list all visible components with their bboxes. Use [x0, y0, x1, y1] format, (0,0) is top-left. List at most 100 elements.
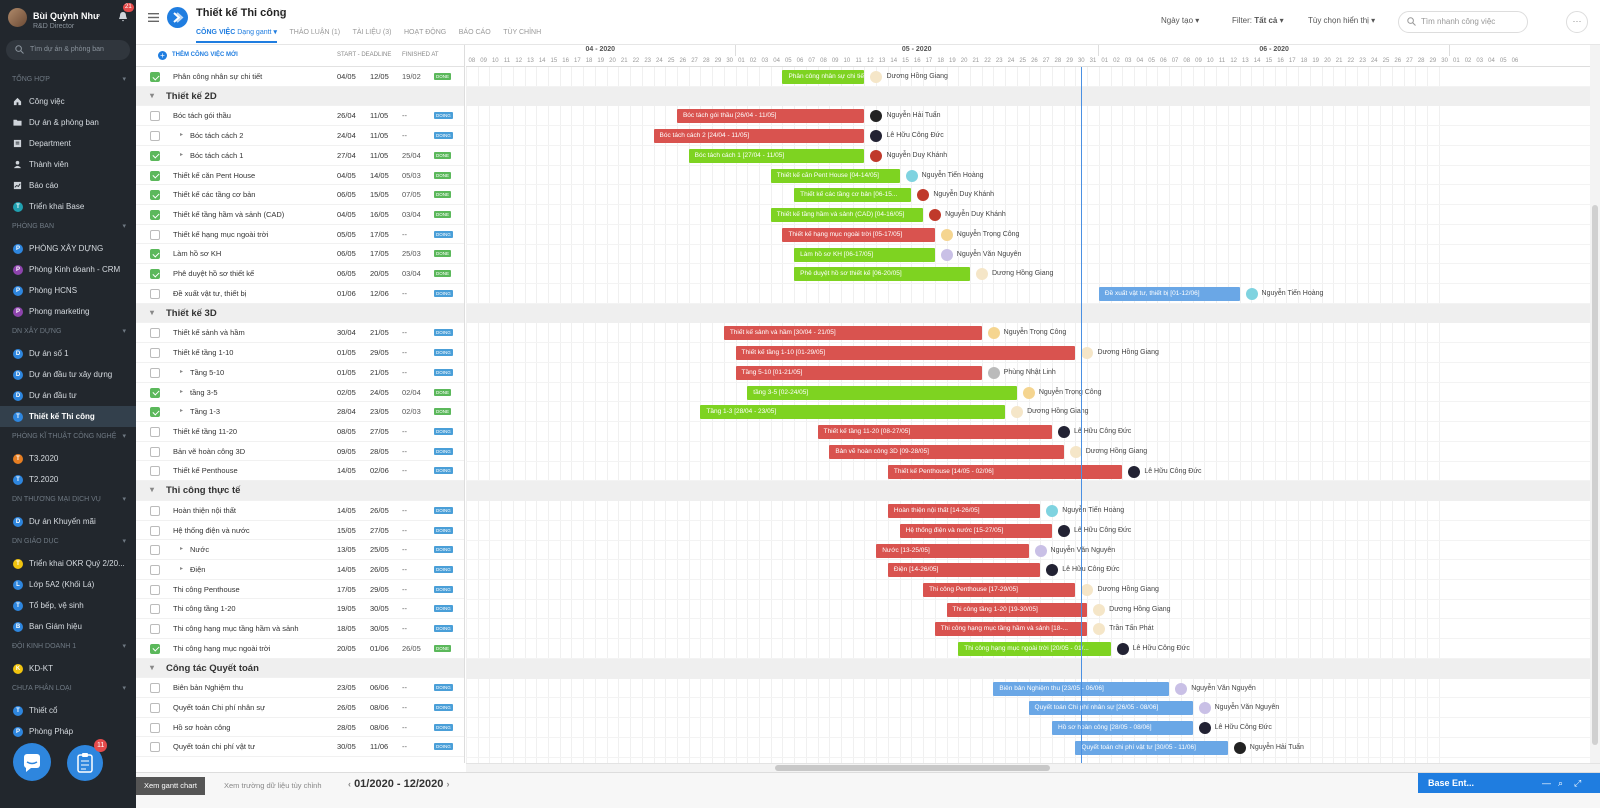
chevron-down-icon[interactable]: ▾: [150, 307, 155, 317]
task-name[interactable]: Quyết toán Chi phí nhân sự: [173, 703, 266, 712]
gantt-bar[interactable]: Hồ sơ hoàn công [28/05 - 08/06]: [1052, 721, 1193, 736]
task-name[interactable]: Thi công tầng 1-20: [173, 604, 236, 614]
user-profile[interactable]: Bùi Quỳnh Như R&D Director 21: [0, 0, 136, 38]
task-checkbox[interactable]: [150, 249, 160, 260]
table-row[interactable]: ▸ tầng 3-5 02/05 24/05 02/04 Done: [136, 383, 464, 403]
sidebar-search-input[interactable]: Tìm dự án & phòng ban: [6, 40, 130, 60]
sidebar-section-title[interactable]: DN thương mại dịch vụ: [0, 490, 136, 511]
gantt-bar[interactable]: tầng 3-5 [02-24/05]: [747, 385, 1017, 400]
chevron-right-icon[interactable]: ▸: [180, 151, 184, 158]
gantt-bar[interactable]: Thi công hạng mục tầng hầm và sảnh [18-.…: [934, 622, 1088, 637]
status-badge[interactable]: Doing: [434, 743, 453, 751]
task-name[interactable]: Quyết toán chi phí vật tư: [173, 742, 256, 752]
status-badge[interactable]: Doing: [434, 230, 453, 238]
bell-icon[interactable]: [118, 11, 128, 22]
task-checkbox[interactable]: [150, 584, 160, 595]
menu-icon[interactable]: [148, 13, 159, 22]
sidebar-section-title[interactable]: Tổng hợp: [0, 70, 136, 91]
status-badge[interactable]: Done: [434, 151, 452, 159]
table-row[interactable]: Thiết kế các tầng cơ bản 06/05 15/05 07/05 D…: [136, 185, 464, 206]
gantt-bar[interactable]: Thiết kế căn Pent House [04-14/05]: [770, 168, 900, 183]
sidebar-section-title[interactable]: Đội kinh doanh 1: [0, 637, 136, 658]
table-row[interactable]: Hệ thống điện và nước 15/05 27/05 -- Doing: [136, 521, 464, 541]
chevron-right-icon[interactable]: ▸: [180, 388, 184, 395]
status-badge[interactable]: Doing: [434, 132, 453, 140]
status-badge[interactable]: Done: [434, 644, 452, 652]
expand-icon[interactable]: ⤢: [1574, 778, 1582, 788]
task-checkbox[interactable]: [150, 683, 160, 694]
table-row[interactable]: Thiết kế Penthouse 14/05 02/06 -- Doing: [136, 461, 464, 482]
task-checkbox[interactable]: [150, 742, 160, 753]
task-checkbox[interactable]: [150, 170, 160, 181]
table-row[interactable]: ▸ Tầng 1-3 28/04 23/05 02/03 Done: [136, 402, 464, 422]
status-badge[interactable]: Done: [434, 191, 452, 199]
table-row[interactable]: Thiết kế tầng hầm và sảnh (CAD) 04/05 16/0…: [136, 205, 464, 225]
task-checkbox[interactable]: [150, 387, 160, 398]
status-badge[interactable]: Doing: [434, 506, 453, 514]
task-checkbox[interactable]: [150, 348, 160, 359]
status-badge[interactable]: Doing: [434, 427, 453, 435]
gantt-bar[interactable]: Điện [14-26/05]: [887, 563, 1041, 578]
vertical-scrollbar[interactable]: [1590, 45, 1600, 763]
task-name[interactable]: Thi công hạng mục ngoài trời: [173, 643, 271, 653]
status-badge[interactable]: Doing: [434, 112, 453, 120]
table-row[interactable]: ▸ Nước 13/05 25/05 -- Doing: [136, 540, 464, 560]
task-name[interactable]: Phê duyệt hồ sơ thiết kế: [173, 269, 255, 279]
task-checkbox[interactable]: [150, 446, 160, 457]
task-name[interactable]: Thi công Penthouse: [173, 584, 240, 594]
gantt-bar[interactable]: Nước [13-25/05]: [876, 543, 1029, 558]
sidebar-item[interactable]: Department: [0, 133, 136, 154]
status-badge[interactable]: Done: [434, 73, 452, 80]
task-name[interactable]: Thiết kế các tầng cơ bản: [173, 190, 256, 200]
filter-dropdown[interactable]: Filter: Tất cả ▾: [1232, 16, 1284, 25]
gantt-bar[interactable]: Tầng 1-3 [28/04 - 23/05]: [700, 405, 1006, 420]
task-name[interactable]: Tầng 5-10: [190, 367, 225, 377]
table-row[interactable]: Hồ sơ hoàn công 28/05 08/06 -- Doing: [136, 718, 464, 738]
tab-gantt-chart[interactable]: Xem gantt chart: [136, 777, 205, 795]
tab-hoat-dong[interactable]: Hoạt động: [403, 29, 447, 36]
task-checkbox[interactable]: [150, 72, 160, 82]
sidebar-item[interactable]: P Phòng Kinh doanh - CRM: [0, 259, 136, 280]
status-badge[interactable]: Done: [434, 211, 452, 219]
base-ent-widget[interactable]: Base Ent... — ⌕ ⤢: [1418, 773, 1600, 793]
table-row[interactable]: Thiết kế tầng 1-10 01/05 29/05 -- Doing: [136, 343, 464, 363]
status-badge[interactable]: Doing: [434, 467, 453, 475]
vertical-scroll-thumb[interactable]: [1592, 205, 1598, 745]
gantt-bar[interactable]: Phân công nhân sự chi tiết [...: [782, 70, 865, 84]
task-checkbox[interactable]: [150, 722, 160, 733]
sidebar-item[interactable]: Thành viên: [0, 154, 136, 175]
status-badge[interactable]: Done: [434, 250, 452, 258]
table-row[interactable]: Bóc tách gói thầu 26/04 11/05 -- Doing: [136, 106, 464, 127]
gantt-bar[interactable]: Thiết kế hạng mục ngoài trời [05-17/05]: [782, 227, 935, 242]
task-name[interactable]: Biên bản Nghiệm thu: [173, 683, 244, 693]
gantt-bar[interactable]: Tầng 5-10 [01-21/05]: [735, 365, 982, 380]
gantt-bar[interactable]: Thiết kế Penthouse [14/05 - 02/06]: [887, 464, 1123, 479]
task-checkbox[interactable]: [150, 426, 160, 437]
task-name[interactable]: Thiết kế hạng mục ngoài trời: [173, 229, 269, 239]
task-name[interactable]: Nước: [190, 545, 210, 555]
table-row[interactable]: Phân công nhân sự chi tiết 04/05 12/05 19/0…: [136, 67, 464, 87]
sidebar-section-title[interactable]: DN giáo dục: [0, 532, 136, 553]
sidebar-item[interactable]: P Phòng HCNS: [0, 280, 136, 301]
chevron-left-icon[interactable]: ‹: [348, 779, 351, 789]
status-badge[interactable]: Doing: [434, 546, 453, 554]
chevron-right-icon[interactable]: ▸: [180, 565, 184, 572]
table-row[interactable]: Hoàn thiện nội thất 14/05 26/05 -- Doing: [136, 501, 464, 521]
sidebar-item[interactable]: T T2.2020: [0, 469, 136, 490]
sidebar-item[interactable]: T Triển khai Base: [0, 196, 136, 217]
task-checkbox[interactable]: [150, 229, 160, 240]
task-checkbox[interactable]: [150, 643, 160, 654]
task-checkbox[interactable]: [150, 604, 160, 615]
gantt-bar[interactable]: Bản vẽ hoàn công 3D [09-28/05]: [829, 444, 1064, 459]
status-badge[interactable]: Doing: [434, 565, 453, 573]
task-checkbox[interactable]: [150, 525, 160, 536]
task-group-row[interactable]: ▾ Thi công thực tế: [136, 481, 464, 501]
sidebar-item[interactable]: P Phong marketing: [0, 301, 136, 322]
sidebar-item[interactable]: T Triển khai OKR Quý 2/20...: [0, 553, 136, 574]
task-checkbox[interactable]: [150, 210, 160, 221]
more-options-button[interactable]: ···: [1566, 11, 1588, 33]
sidebar-item[interactable]: D Dự án số 1: [0, 343, 136, 364]
table-row[interactable]: Thiết kế căn Pent House 04/05 14/05 05/03 Do…: [136, 166, 464, 186]
sidebar-section-title[interactable]: Chưa phân loại: [0, 679, 136, 700]
horizontal-scroll-thumb[interactable]: [775, 765, 1050, 771]
